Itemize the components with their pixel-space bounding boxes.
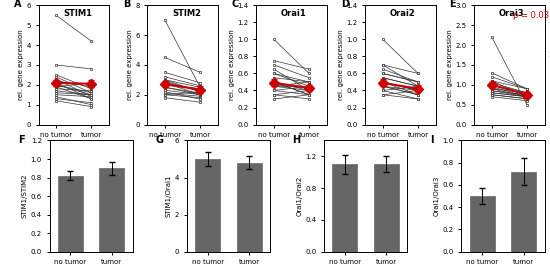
Text: I: I bbox=[430, 135, 433, 145]
Y-axis label: STIM1/Orai1: STIM1/Orai1 bbox=[166, 175, 172, 217]
Bar bbox=[195, 159, 220, 252]
Text: *: * bbox=[548, 50, 550, 68]
Text: STIM2: STIM2 bbox=[172, 9, 201, 18]
Bar bbox=[511, 172, 536, 252]
Text: F: F bbox=[18, 135, 25, 145]
Text: B: B bbox=[123, 0, 130, 9]
Y-axis label: rel. gene expression: rel. gene expression bbox=[447, 30, 453, 100]
Text: Orai2: Orai2 bbox=[390, 9, 416, 18]
Y-axis label: rel. gene expression: rel. gene expression bbox=[338, 30, 344, 100]
Text: G: G bbox=[155, 135, 163, 145]
Y-axis label: rel. gene expression: rel. gene expression bbox=[229, 30, 235, 100]
Text: A: A bbox=[14, 0, 21, 9]
Bar bbox=[58, 176, 83, 252]
Text: STIM1: STIM1 bbox=[63, 9, 92, 18]
Text: E: E bbox=[450, 0, 456, 9]
Y-axis label: Orai1/Orai2: Orai1/Orai2 bbox=[296, 176, 303, 216]
Text: D: D bbox=[340, 0, 349, 9]
Y-axis label: rel. gene expression: rel. gene expression bbox=[126, 30, 133, 100]
Y-axis label: STIM1/STIM2: STIM1/STIM2 bbox=[22, 174, 28, 218]
Text: H: H bbox=[293, 135, 300, 145]
Text: C: C bbox=[232, 0, 239, 9]
Text: Orai1: Orai1 bbox=[281, 9, 307, 18]
Text: Orai3: Orai3 bbox=[499, 9, 525, 18]
Text: p = 0.03: p = 0.03 bbox=[513, 11, 549, 20]
Bar bbox=[100, 168, 124, 252]
Bar bbox=[374, 164, 399, 252]
Y-axis label: Orai1/Orai3: Orai1/Orai3 bbox=[433, 176, 439, 216]
Bar bbox=[236, 163, 262, 252]
Y-axis label: rel. gene expression: rel. gene expression bbox=[18, 30, 24, 100]
Bar bbox=[332, 164, 358, 252]
Bar bbox=[470, 196, 494, 252]
